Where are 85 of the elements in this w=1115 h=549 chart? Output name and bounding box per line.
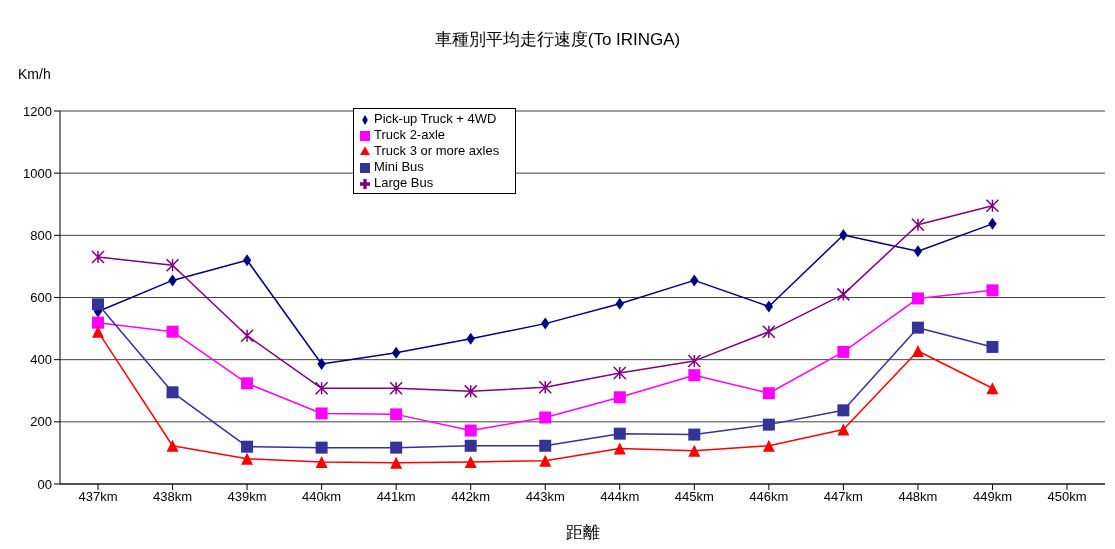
- point: [91, 250, 105, 264]
- legend-label: Pick-up Truck + 4WD: [374, 111, 497, 126]
- point: [464, 455, 477, 468]
- x-tick-label: 448km: [898, 489, 938, 505]
- point: [539, 439, 552, 452]
- point: [389, 381, 403, 396]
- point: [688, 369, 701, 382]
- point: [390, 456, 403, 469]
- point: [986, 340, 999, 353]
- point: [837, 345, 850, 358]
- y-tick-label: 800: [30, 227, 52, 243]
- point: [764, 300, 774, 313]
- point: [166, 325, 179, 338]
- point: [538, 380, 552, 395]
- x-tick-label: 444km: [600, 489, 640, 505]
- point: [240, 328, 254, 343]
- point: [92, 298, 104, 311]
- x-tick-label: 445km: [674, 489, 714, 505]
- point: [241, 377, 254, 390]
- point: [166, 386, 179, 399]
- point: [241, 440, 254, 453]
- point: [166, 439, 179, 452]
- point: [539, 411, 552, 424]
- point: [165, 258, 180, 272]
- point: [92, 316, 104, 329]
- point: [464, 439, 477, 452]
- legend-label: Mini Bus: [374, 159, 424, 174]
- x-tick-label: 439km: [227, 489, 267, 505]
- point: [315, 455, 328, 468]
- x-tick-label: 449km: [972, 489, 1012, 505]
- point: [92, 325, 104, 338]
- point: [688, 428, 701, 441]
- point: [985, 199, 1000, 213]
- x-tick-label: 440km: [302, 489, 342, 505]
- y-tick-label: 1200: [23, 103, 52, 119]
- point: [986, 284, 999, 297]
- point: [986, 382, 999, 395]
- point: [314, 381, 329, 396]
- point: [911, 321, 924, 334]
- point: [539, 454, 552, 467]
- x-tick-label: 446km: [749, 489, 789, 505]
- point: [762, 418, 775, 431]
- point: [241, 452, 254, 465]
- x-tick-label: 450km: [1047, 489, 1087, 505]
- point: [762, 387, 775, 400]
- point: [463, 384, 478, 399]
- x-tick-label: 438km: [153, 489, 193, 505]
- y-tick-label: 600: [30, 290, 52, 306]
- point: [315, 441, 328, 454]
- x-tick-label: 443km: [525, 489, 565, 505]
- chart-title: 車種別平均走行速度(To IRINGA): [433, 29, 682, 51]
- point: [762, 439, 775, 452]
- point: [390, 408, 403, 421]
- x-tick-label: 441km: [376, 489, 416, 505]
- point: [391, 346, 401, 359]
- point: [613, 442, 626, 455]
- point: [687, 354, 702, 368]
- point: [464, 424, 477, 437]
- x-tick-label: 437km: [78, 489, 118, 505]
- point: [315, 407, 328, 420]
- x-axis-title: 距離: [565, 523, 600, 542]
- point: [762, 324, 776, 339]
- point: [390, 441, 403, 454]
- y-tick-label: 1000: [23, 165, 52, 181]
- legend-label: Large Bus: [374, 175, 434, 190]
- point: [836, 287, 851, 302]
- point: [911, 218, 925, 232]
- point: [242, 254, 252, 267]
- y-tick-label: 400: [30, 352, 52, 368]
- point: [613, 427, 626, 440]
- legend-label: Truck 3 or more axles: [374, 143, 500, 158]
- y-axis-title: Km/h: [18, 66, 51, 82]
- legend-label: Truck 2-axle: [374, 127, 446, 142]
- point: [913, 245, 923, 258]
- point: [613, 366, 627, 380]
- y-tick-label: 00: [37, 476, 52, 492]
- point: [688, 444, 701, 457]
- point: [837, 423, 850, 436]
- point: [837, 404, 850, 417]
- y-tick-label: 200: [30, 414, 52, 430]
- x-tick-label: 442km: [451, 489, 491, 505]
- x-tick-label: 447km: [823, 489, 863, 505]
- point: [911, 344, 924, 357]
- point: [911, 292, 924, 305]
- point: [613, 391, 626, 404]
